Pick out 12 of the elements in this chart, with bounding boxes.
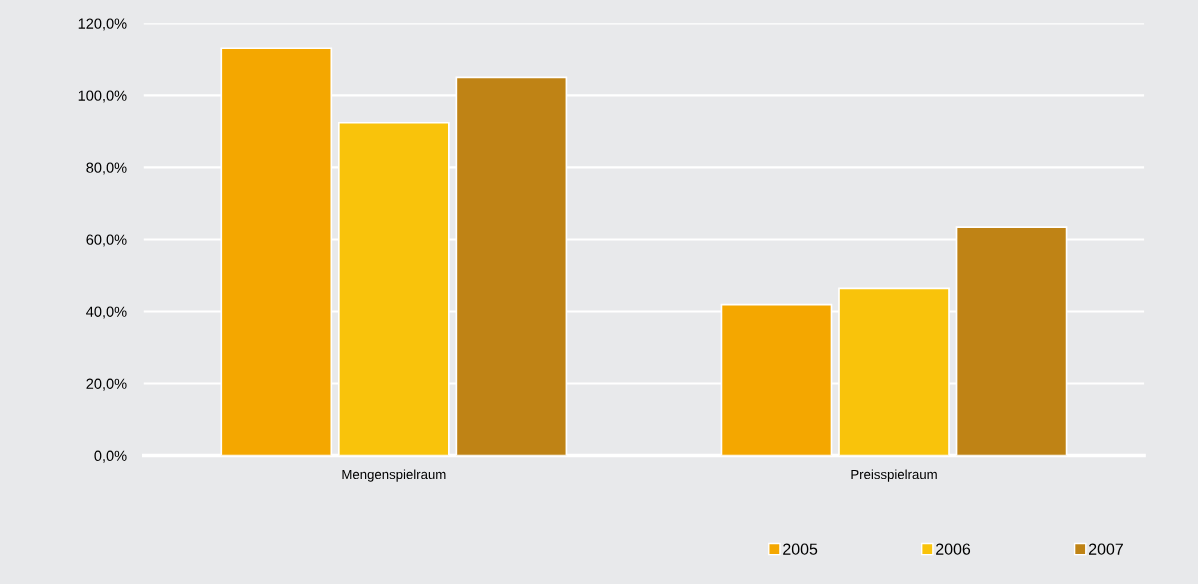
y-tick-label: 100,0%	[78, 90, 127, 103]
legend-label: 2006	[936, 543, 971, 555]
y-tick-label: 20,0%	[86, 378, 127, 391]
y-tick-label: 0,0%	[94, 450, 127, 463]
legend-label: 2005	[783, 543, 818, 555]
y-tick-label: 80,0%	[86, 162, 127, 175]
legend-label: 2007	[1089, 543, 1123, 555]
x-tick-label: Mengenspielraum	[342, 469, 446, 482]
y-tick-label: 60,0%	[86, 234, 127, 247]
y-tick-label: 120,0%	[78, 18, 127, 31]
y-tick-label: 40,0%	[86, 306, 127, 319]
x-tick-label: Preisspielraum	[851, 469, 937, 482]
